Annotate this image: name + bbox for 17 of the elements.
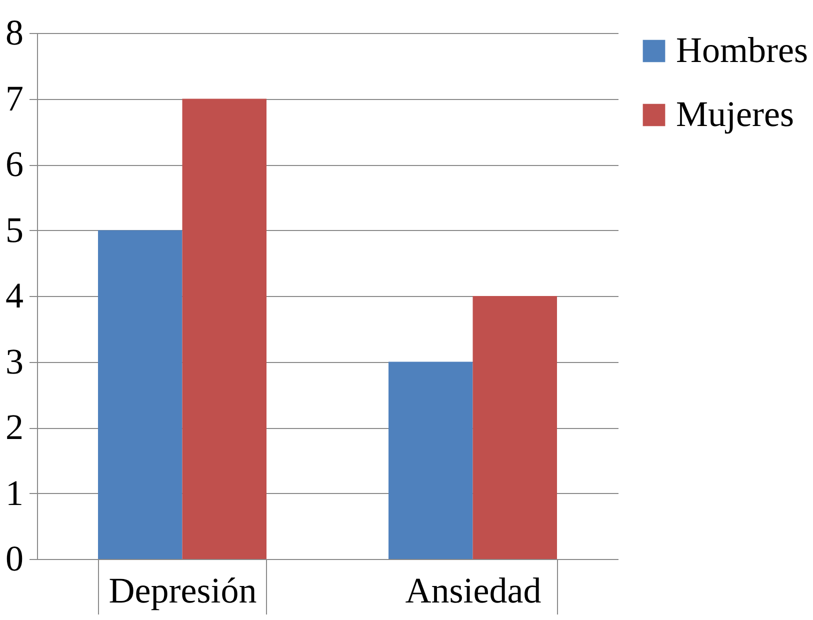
y-tick-label: 5	[6, 210, 24, 250]
bar	[98, 230, 182, 559]
x-tick-label: Depresión	[108, 570, 257, 610]
legend-label: Hombres	[676, 30, 808, 70]
y-tick-label: 7	[6, 78, 24, 118]
bar	[388, 362, 473, 559]
legend-label: Mujeres	[676, 94, 794, 134]
y-tick-label: 6	[6, 144, 24, 184]
bar	[472, 296, 557, 559]
y-tick-label: 4	[6, 276, 24, 316]
y-tick-label: 1	[6, 472, 24, 513]
x-tick-label: Ansiedad	[405, 570, 542, 610]
y-tick-label: 8	[6, 12, 24, 52]
y-tick-label: 3	[6, 341, 24, 382]
y-tick-label: 0	[6, 538, 24, 578]
bar	[182, 98, 266, 559]
y-tick-label: 2	[6, 407, 24, 447]
